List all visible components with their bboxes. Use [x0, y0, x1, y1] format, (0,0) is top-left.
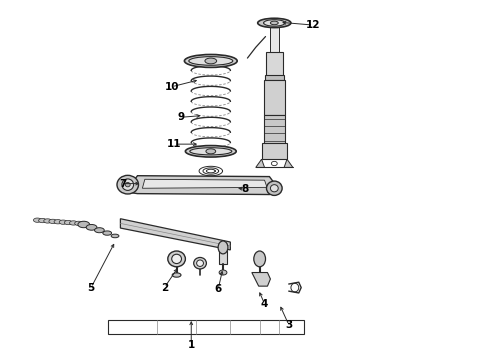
Ellipse shape: [196, 260, 203, 266]
Ellipse shape: [33, 218, 41, 222]
Ellipse shape: [86, 225, 97, 230]
Ellipse shape: [168, 251, 185, 267]
Ellipse shape: [270, 185, 278, 192]
Bar: [262, 143, 287, 159]
Text: 12: 12: [306, 20, 320, 30]
Ellipse shape: [95, 228, 104, 233]
Polygon shape: [256, 159, 265, 167]
Polygon shape: [284, 159, 293, 167]
Ellipse shape: [219, 270, 227, 275]
Text: 10: 10: [165, 82, 179, 92]
Text: 3: 3: [285, 320, 293, 330]
Bar: [266, 51, 283, 76]
Polygon shape: [252, 273, 270, 286]
Ellipse shape: [254, 251, 266, 267]
Ellipse shape: [122, 179, 134, 190]
Bar: [219, 250, 227, 264]
Polygon shape: [143, 179, 267, 188]
Ellipse shape: [111, 234, 119, 238]
Bar: [264, 80, 285, 116]
Ellipse shape: [80, 222, 88, 226]
Ellipse shape: [194, 257, 206, 269]
Ellipse shape: [117, 175, 139, 194]
Ellipse shape: [190, 148, 232, 155]
Text: 7: 7: [119, 179, 126, 189]
Text: 2: 2: [161, 283, 168, 293]
Polygon shape: [125, 176, 277, 194]
Bar: [108, 320, 304, 334]
Ellipse shape: [270, 21, 278, 25]
Ellipse shape: [172, 273, 181, 277]
Ellipse shape: [218, 241, 228, 254]
Text: 11: 11: [167, 139, 181, 149]
Bar: [265, 75, 284, 80]
Ellipse shape: [44, 219, 51, 223]
Text: 6: 6: [215, 284, 222, 294]
Ellipse shape: [185, 145, 236, 157]
Text: 8: 8: [242, 184, 248, 194]
Ellipse shape: [64, 220, 72, 225]
Ellipse shape: [258, 18, 291, 28]
Ellipse shape: [59, 220, 67, 224]
Ellipse shape: [103, 231, 112, 235]
Ellipse shape: [49, 219, 57, 224]
Text: 9: 9: [178, 112, 185, 122]
Text: 4: 4: [261, 299, 268, 309]
Bar: [264, 115, 285, 144]
Ellipse shape: [78, 221, 90, 228]
Polygon shape: [121, 219, 230, 250]
Text: 1: 1: [188, 340, 195, 350]
Ellipse shape: [172, 254, 181, 264]
Text: 5: 5: [87, 283, 95, 293]
Ellipse shape: [184, 54, 237, 67]
Ellipse shape: [74, 221, 82, 225]
Ellipse shape: [189, 57, 233, 65]
Ellipse shape: [54, 220, 62, 224]
Ellipse shape: [264, 20, 285, 26]
Ellipse shape: [205, 58, 217, 64]
Bar: [270, 23, 279, 53]
Ellipse shape: [70, 221, 77, 225]
Ellipse shape: [206, 149, 216, 154]
Ellipse shape: [39, 219, 47, 223]
Ellipse shape: [125, 183, 130, 187]
Ellipse shape: [271, 161, 277, 166]
Ellipse shape: [267, 181, 282, 195]
